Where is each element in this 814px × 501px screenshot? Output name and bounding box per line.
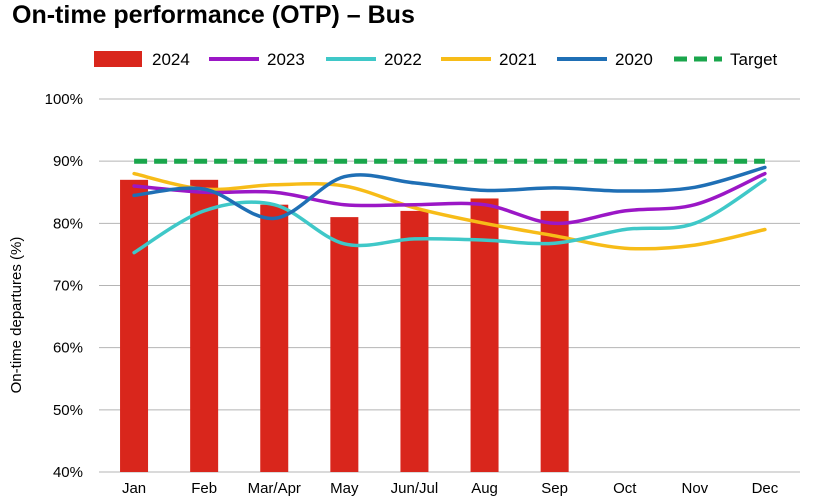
legend: 2024 2023 2022 2021 2020 Target [94, 50, 778, 69]
bar-2024-jun-jul [400, 210, 429, 472]
legend-label: 2021 [499, 50, 537, 69]
x-tick-label: Dec [752, 480, 779, 497]
y-tick-label: 50% [53, 402, 83, 419]
y-tick-label: 90% [53, 153, 83, 170]
y-tick-label: 60% [53, 340, 83, 357]
series-line-2021 [132, 171, 767, 251]
y-tick-label: 80% [53, 215, 83, 232]
legend-label: 2023 [267, 50, 305, 69]
series-line-2020 [132, 165, 767, 221]
legend-label: 2022 [384, 50, 422, 69]
x-axis-ticks: Jan Feb Mar/Apr May Jun/Jul Aug Sep Oct Nov Dec [122, 480, 779, 497]
legend-item-2022: 2022 [326, 50, 422, 69]
bar-2024-mar-apr [260, 204, 289, 472]
bar-2024-jan [120, 179, 149, 473]
y-tick-label: 100% [45, 91, 83, 108]
y-axis-ticks: 40% 50% 60% 70% 80% 90% 100% [45, 91, 83, 481]
line-series [132, 158, 767, 255]
y-tick-label: 70% [53, 278, 83, 295]
x-tick-label: Feb [191, 480, 217, 497]
chart-title: On-time performance (OTP) – Bus [12, 1, 415, 29]
x-tick-label: Aug [471, 480, 498, 497]
legend-label: 2020 [615, 50, 653, 69]
legend-item-2020: 2020 [557, 50, 653, 69]
y-tick-label: 40% [53, 464, 83, 481]
legend-swatch [94, 51, 142, 67]
legend-label: Target [730, 50, 778, 69]
bar-2024-sep [540, 210, 569, 472]
legend-label: 2024 [152, 50, 190, 69]
series-line-2023 [132, 171, 767, 226]
legend-item-target: Target [674, 50, 778, 69]
x-tick-label: Mar/Apr [248, 480, 301, 497]
x-tick-label: Nov [682, 480, 709, 497]
x-tick-label: Jan [122, 480, 146, 497]
x-tick-label: Oct [613, 480, 637, 497]
x-tick-label: May [330, 480, 359, 497]
y-axis-title: On-time departures (%) [8, 237, 25, 394]
legend-item-2023: 2023 [209, 50, 305, 69]
bar-2024-aug [470, 198, 499, 472]
bar-2024-feb [190, 179, 219, 473]
bar-series [120, 179, 569, 473]
bar-2024-may [330, 217, 359, 472]
legend-item-2024: 2024 [94, 50, 190, 69]
x-tick-label: Sep [541, 480, 568, 497]
legend-item-2021: 2021 [441, 50, 537, 69]
x-tick-label: Jun/Jul [391, 480, 439, 497]
